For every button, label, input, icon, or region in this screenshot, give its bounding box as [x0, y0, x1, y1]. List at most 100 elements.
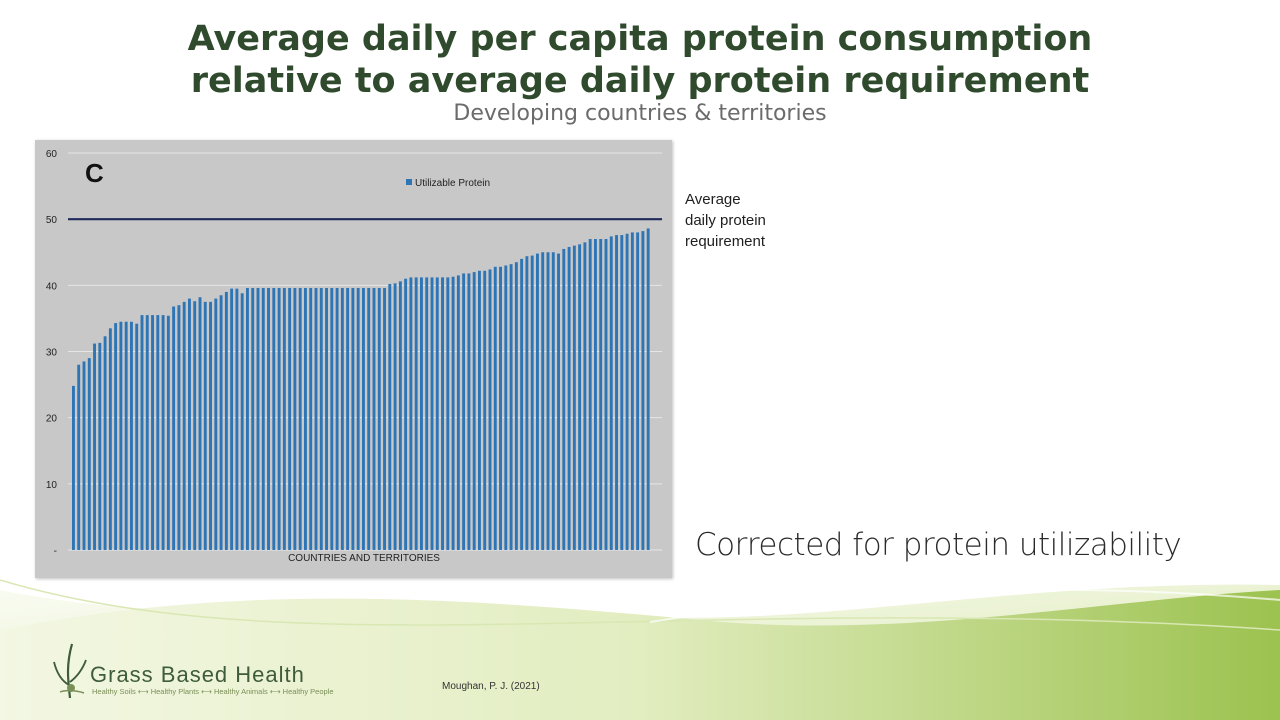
bar — [103, 336, 107, 550]
bar — [398, 281, 402, 550]
grass-based-health-logo: Grass Based Health Healthy Soils ⟷ Healt… — [50, 640, 390, 702]
bar — [140, 315, 144, 550]
bar — [536, 253, 539, 550]
bar — [261, 287, 265, 550]
bar — [108, 328, 112, 550]
bar — [551, 252, 555, 550]
bar — [214, 298, 218, 550]
bar — [277, 287, 281, 550]
y-axis-ticks: - 10 20 30 40 50 60 — [46, 149, 58, 557]
bar — [240, 293, 244, 550]
bar — [562, 248, 566, 550]
bar — [641, 231, 645, 550]
bar — [356, 287, 360, 550]
bar — [372, 287, 376, 550]
annotation-line-3: requirement — [685, 233, 766, 250]
title-line-2: relative to average daily protein requir… — [190, 61, 1090, 101]
logo-name: Grass Based Health — [90, 662, 305, 687]
bar — [420, 277, 423, 550]
legend-swatch — [406, 179, 412, 185]
bar — [77, 364, 81, 550]
bar — [599, 239, 603, 550]
x-axis-label: COUNTRIES AND TERRITORIES — [288, 553, 440, 564]
bar — [330, 287, 334, 550]
y-tick-label: 30 — [46, 348, 58, 359]
bar — [335, 287, 339, 550]
bar — [203, 301, 207, 551]
bar — [472, 272, 476, 550]
bar — [325, 287, 328, 550]
bar — [530, 255, 534, 550]
bar — [557, 253, 560, 550]
bar — [246, 287, 249, 550]
title-line-1: Average daily per capita protein consump… — [187, 19, 1093, 59]
bar — [604, 239, 608, 550]
bar — [161, 315, 165, 550]
bar — [435, 277, 439, 550]
page-title: Average daily per capita protein consump… — [0, 18, 1280, 102]
chart-panel: - 10 20 30 40 50 60 C Utilizable Protein COUNT… — [35, 140, 672, 578]
bar — [209, 301, 212, 551]
bar — [630, 232, 634, 550]
bar — [298, 287, 302, 550]
bar — [514, 262, 518, 550]
y-tick-label: 40 — [46, 281, 58, 292]
bar — [456, 275, 460, 550]
bar — [314, 287, 318, 550]
bar — [493, 266, 497, 550]
bar — [578, 244, 582, 550]
bar — [462, 273, 466, 550]
bar — [541, 252, 545, 550]
bar — [135, 323, 139, 550]
bar — [156, 315, 160, 550]
citation: Moughan, P. J. (2021) — [442, 681, 540, 692]
bar — [193, 301, 197, 550]
bar — [409, 277, 413, 550]
bar — [151, 315, 154, 550]
bar — [546, 252, 550, 550]
caption-text: Corrected for protein utilizability — [695, 527, 1182, 563]
y-tick-label: - — [54, 546, 57, 557]
bar — [636, 232, 640, 550]
bar — [124, 321, 128, 550]
bar — [499, 266, 502, 550]
logo-tagline: Healthy Soils ⟷ Healthy Plants ⟷ Healthy… — [92, 687, 334, 696]
bar — [87, 358, 91, 550]
bar — [393, 283, 397, 550]
bar — [488, 269, 492, 550]
panel-label: C — [85, 158, 104, 188]
bar — [182, 301, 186, 551]
bar — [588, 239, 592, 550]
footer-decoration — [0, 579, 1280, 720]
bar — [235, 288, 239, 550]
bar — [483, 270, 487, 550]
annotation-line-1: Average — [685, 191, 741, 208]
bar — [93, 343, 96, 550]
bar — [383, 287, 386, 550]
grass-leaf-icon — [53, 643, 87, 699]
bar — [98, 342, 102, 550]
bar — [224, 291, 228, 550]
bar — [188, 298, 191, 550]
bar — [130, 321, 133, 550]
bar — [572, 245, 576, 550]
bars — [72, 228, 650, 551]
bar — [620, 235, 624, 551]
bar — [509, 264, 513, 550]
bar — [362, 287, 365, 550]
bar — [367, 287, 371, 550]
bar — [388, 284, 392, 550]
bar — [646, 228, 650, 550]
bar — [166, 315, 170, 550]
bar — [346, 287, 350, 550]
bar — [520, 258, 524, 550]
bar — [451, 276, 455, 550]
bar — [425, 277, 429, 550]
page-subtitle: Developing countries & territories — [453, 101, 827, 126]
bar — [145, 315, 149, 550]
bar — [119, 321, 123, 550]
bar — [267, 287, 270, 550]
bar — [172, 306, 176, 550]
bar — [82, 361, 86, 550]
bar — [256, 287, 260, 550]
